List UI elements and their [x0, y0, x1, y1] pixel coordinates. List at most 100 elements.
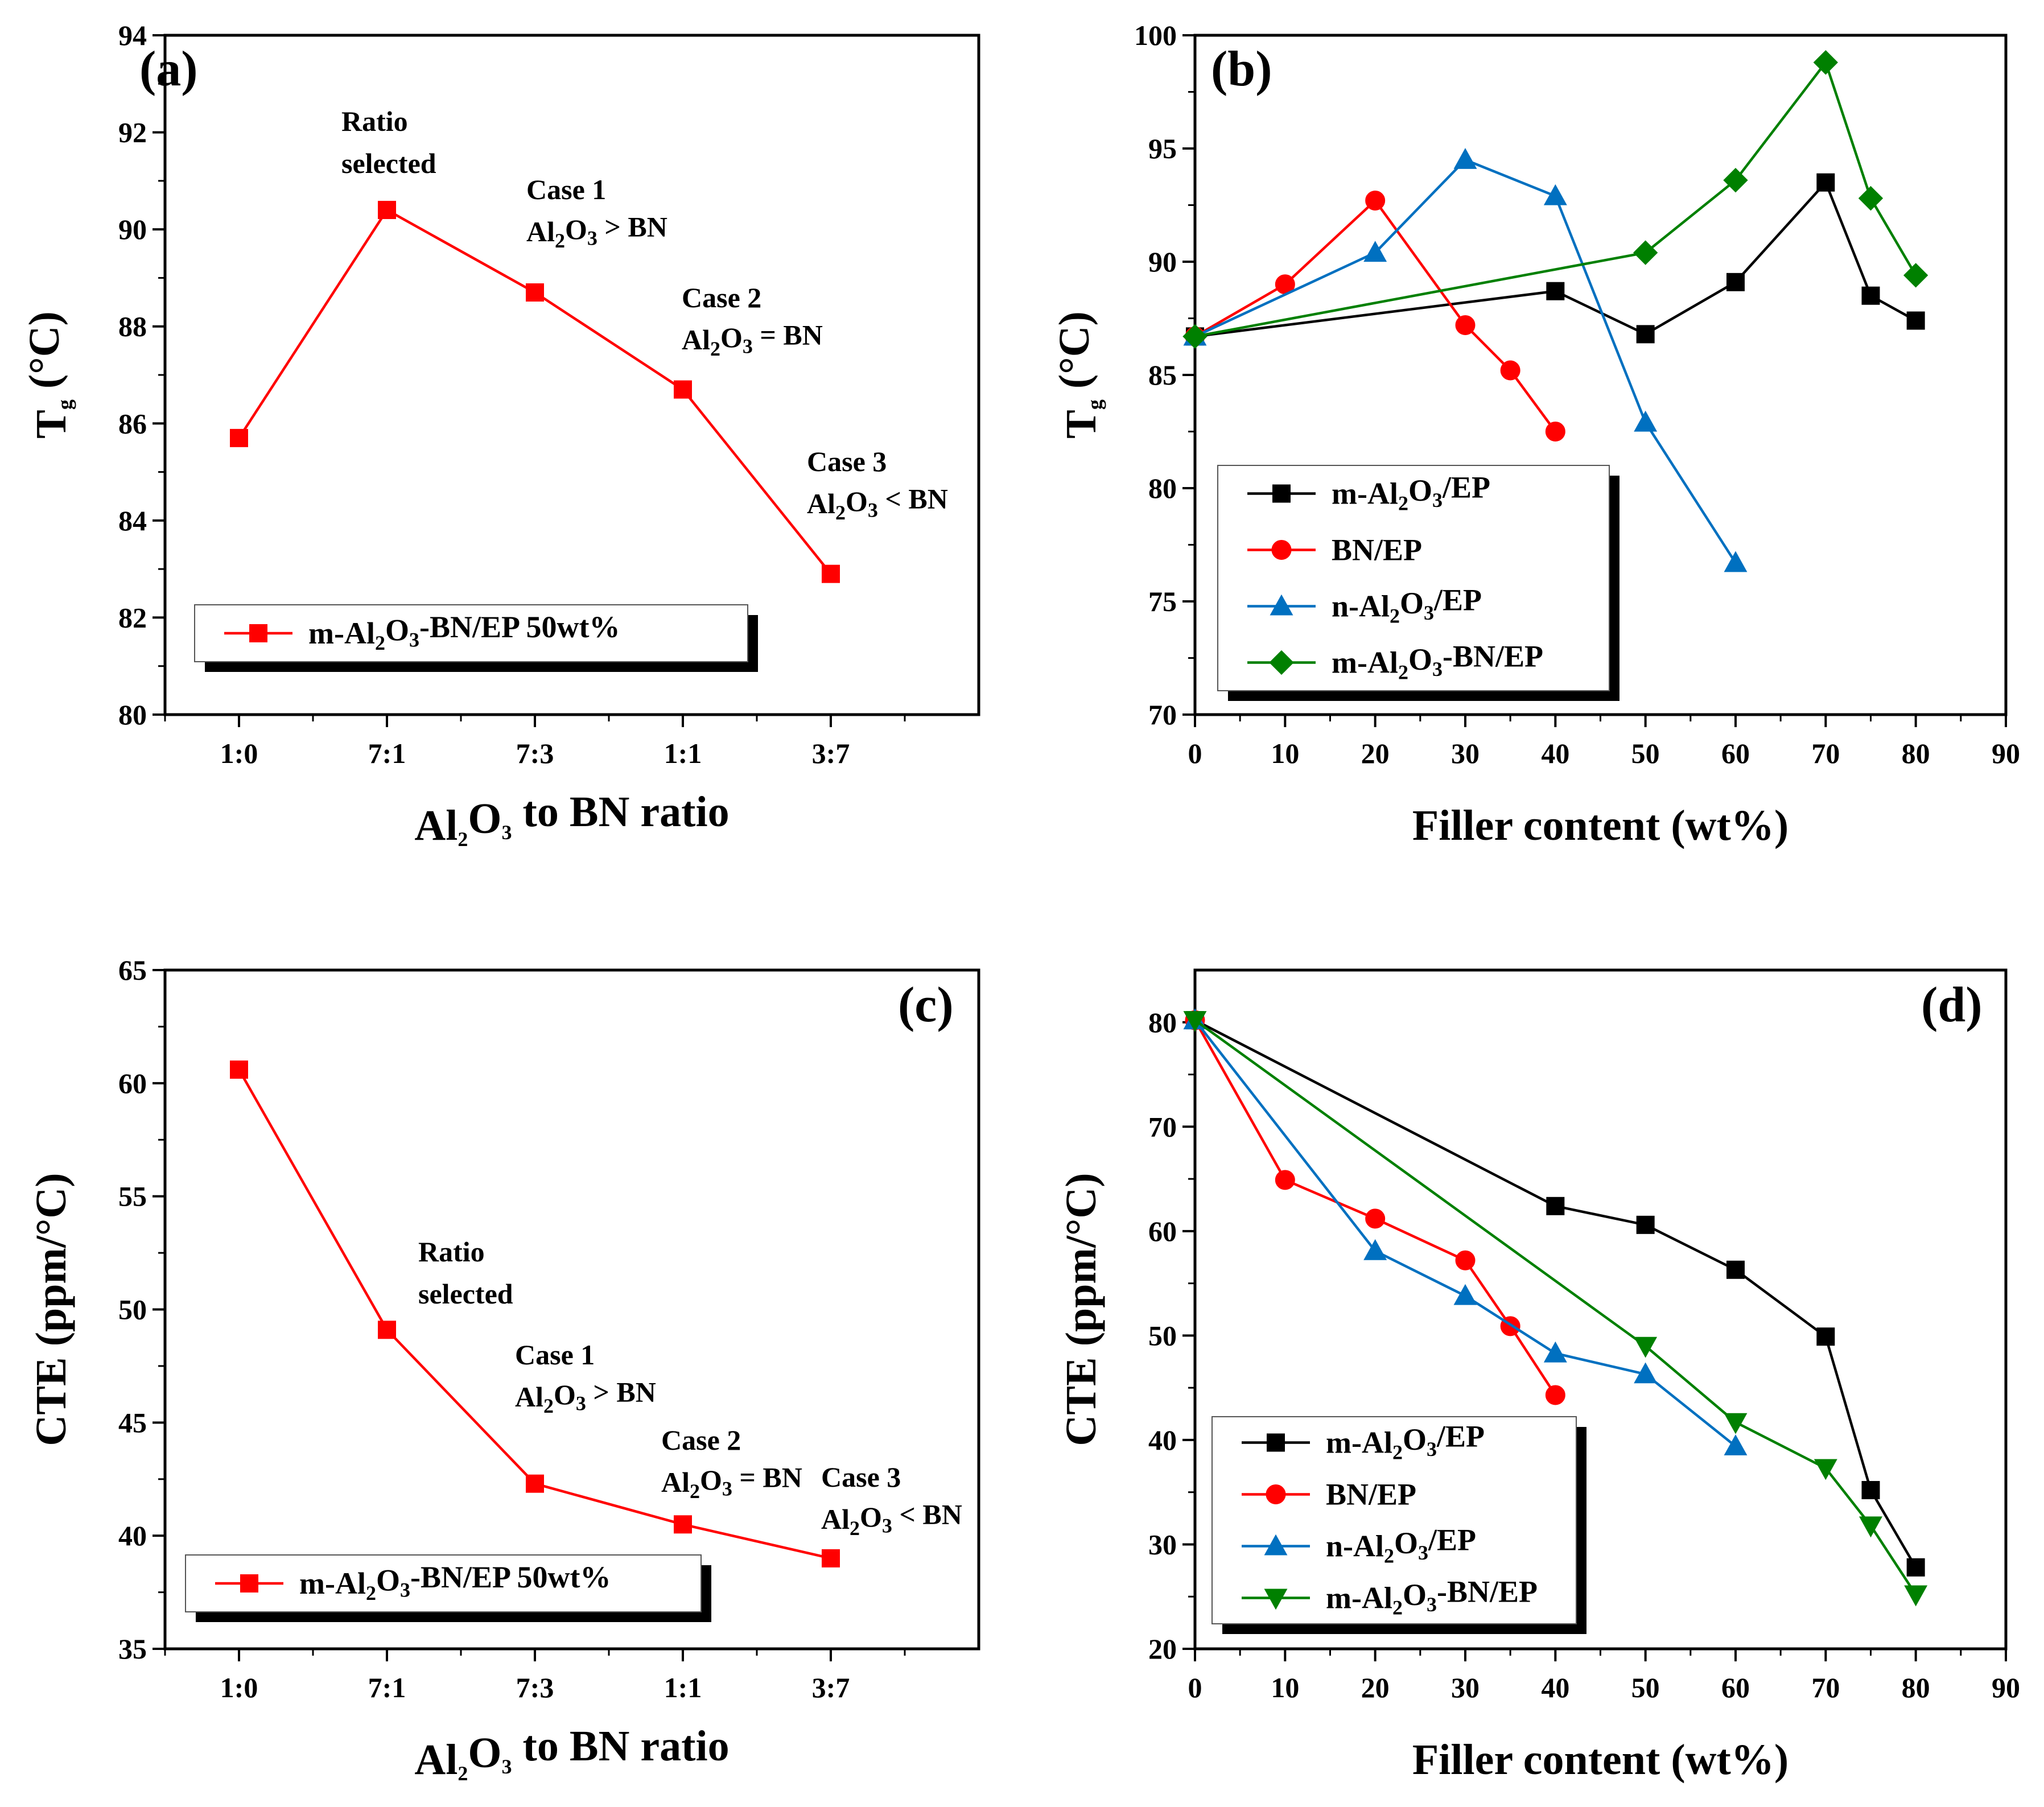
data-point — [1546, 1197, 1565, 1215]
x-tick-label: 0 — [1188, 737, 1202, 769]
data-point — [1723, 168, 1748, 193]
data-point — [1182, 324, 1208, 349]
x-tick-label: 0 — [1188, 1672, 1202, 1703]
data-point — [1861, 286, 1880, 305]
y-tick-label: 92 — [118, 117, 147, 148]
y-axis-title: CTE (ppm/°C) — [27, 1173, 75, 1446]
legend-marker — [1267, 1433, 1285, 1452]
x-tick-label: 1:1 — [664, 1672, 702, 1703]
legend-label: m-Al2O3-BN/EP 50wt% — [299, 1560, 611, 1604]
data-point — [1453, 148, 1477, 169]
y-tick-label: 94 — [118, 19, 147, 51]
y-tick-label: 80 — [1148, 1006, 1177, 1038]
legend-label: n-Al2O3/EP — [1326, 1523, 1476, 1567]
data-point — [1816, 1327, 1835, 1346]
x-axis-title: Filler content (wt%) — [1412, 802, 1788, 849]
data-point — [1455, 315, 1476, 335]
legend-label: BN/EP — [1326, 1478, 1416, 1512]
legend-marker — [1269, 650, 1294, 675]
data-point — [1634, 1336, 1658, 1358]
data-point — [230, 1060, 248, 1079]
x-tick-label: 1:0 — [220, 1672, 258, 1703]
series-line — [238, 208, 832, 575]
data-point — [1726, 273, 1745, 291]
y-tick-label: 88 — [118, 311, 147, 343]
y-tick-label: 80 — [118, 699, 147, 731]
panel-label: (b) — [1211, 42, 1272, 97]
data-point — [1813, 50, 1838, 75]
x-tick-label: 90 — [1992, 737, 2020, 769]
data-point — [1816, 173, 1835, 192]
legend-marker — [1264, 1534, 1288, 1556]
x-axis-title: Al2O3 to BN ratio — [414, 1722, 729, 1785]
legend-label: m-Al2O3-BN/EP 50wt% — [308, 610, 620, 654]
annotation-text: Case 1 — [526, 174, 606, 205]
data-point — [1363, 241, 1387, 262]
data-point — [1365, 191, 1386, 211]
chart-panel-a: 80 82 84 86 88 90 92 94 1:0 7:1 7:3 1:1 3:7 Al2O3 to … — [20, 19, 980, 851]
x-tick-label: 50 — [1631, 1672, 1660, 1703]
legend-marker — [240, 1574, 258, 1593]
data-point — [1365, 1208, 1386, 1229]
data-point — [1545, 1385, 1565, 1405]
annotation-text: Case 3 — [807, 445, 887, 477]
x-tick-label: 20 — [1361, 737, 1390, 769]
y-axis-title: Tg (°C) — [20, 311, 76, 439]
data-point — [230, 428, 248, 447]
y-tick-label: 40 — [118, 1520, 147, 1552]
y-axis-title: CTE (ppm/°C) — [1057, 1173, 1105, 1446]
data-point — [1546, 282, 1565, 300]
annotation-text: Al2O3 > BN — [526, 211, 667, 252]
y-tick-label: 95 — [1148, 133, 1177, 164]
legend-label: m-Al2O3/EP — [1332, 471, 1490, 515]
legend-label: BN/EP — [1332, 533, 1422, 567]
legend-marker — [249, 624, 267, 642]
x-tick-label: 7:1 — [368, 737, 406, 769]
y-tick-label: 60 — [1148, 1215, 1177, 1247]
data-point — [1903, 263, 1928, 288]
data-point — [526, 283, 544, 302]
y-tick-label: 86 — [118, 407, 147, 439]
x-tick-label: 30 — [1451, 1672, 1480, 1703]
data-point — [1634, 1362, 1658, 1384]
series-line — [1194, 1019, 1557, 1396]
y-tick-label: 90 — [1148, 246, 1177, 278]
data-point — [1545, 422, 1565, 442]
series-line — [1194, 199, 1557, 432]
annotation-text: Al2O3 > BN — [515, 1376, 656, 1417]
x-tick-label: 7:3 — [516, 1672, 554, 1703]
annotation-text: selected — [418, 1278, 513, 1310]
data-point — [1906, 311, 1925, 330]
data-point — [1724, 551, 1748, 572]
legend-marker — [1266, 1484, 1286, 1504]
y-tick-label: 82 — [118, 601, 147, 633]
data-point — [1636, 325, 1655, 344]
legend-marker — [1270, 594, 1293, 616]
x-tick-label: 3:7 — [812, 1672, 850, 1703]
annotation-text: Al2O3 = BN — [682, 319, 823, 360]
y-tick-label: 30 — [1148, 1528, 1177, 1560]
y-tick-label: 65 — [118, 954, 147, 986]
x-tick-label: 1:0 — [220, 737, 258, 769]
annotation-text: Al2O3 = BN — [661, 1462, 802, 1503]
y-tick-label: 85 — [1148, 359, 1177, 391]
data-point — [1275, 1170, 1295, 1190]
x-tick-label: 30 — [1451, 737, 1480, 769]
annotation-text: Case 2 — [661, 1424, 741, 1456]
y-tick-label: 90 — [118, 213, 147, 245]
y-tick-label: 84 — [118, 505, 147, 537]
y-tick-label: 70 — [1148, 1111, 1177, 1142]
data-point — [1363, 1239, 1387, 1260]
data-point — [1726, 1260, 1745, 1279]
x-tick-label: 90 — [1992, 1672, 2020, 1703]
y-tick-label: 50 — [118, 1294, 147, 1326]
panel-label: (a) — [139, 42, 198, 97]
annotation-text: Case 1 — [515, 1339, 595, 1371]
x-tick-label: 80 — [1902, 1672, 1930, 1703]
x-tick-label: 10 — [1271, 737, 1299, 769]
data-point — [674, 1515, 692, 1534]
annotation-text: Al2O3 < BN — [807, 483, 948, 524]
data-point — [1543, 184, 1567, 205]
legend-marker — [1264, 1589, 1288, 1610]
